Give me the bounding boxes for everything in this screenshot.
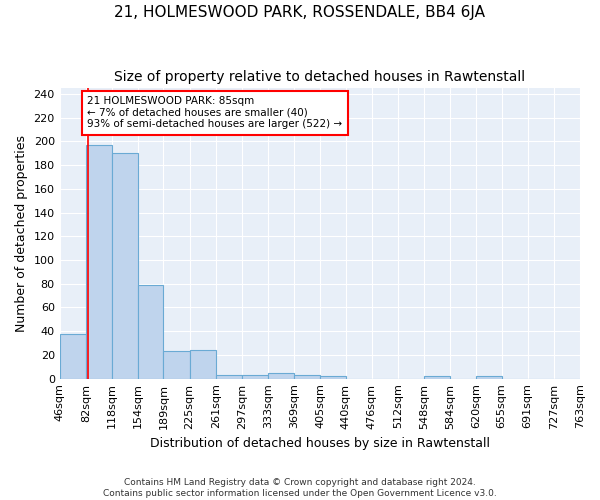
Title: Size of property relative to detached houses in Rawtenstall: Size of property relative to detached ho…	[114, 70, 526, 84]
Text: Contains HM Land Registry data © Crown copyright and database right 2024.
Contai: Contains HM Land Registry data © Crown c…	[103, 478, 497, 498]
Bar	[242, 375, 268, 378]
Y-axis label: Number of detached properties: Number of detached properties	[15, 135, 28, 332]
X-axis label: Distribution of detached houses by size in Rawtenstall: Distribution of detached houses by size …	[150, 437, 490, 450]
Bar	[138, 285, 163, 378]
Text: 21, HOLMESWOOD PARK, ROSSENDALE, BB4 6JA: 21, HOLMESWOOD PARK, ROSSENDALE, BB4 6JA	[115, 5, 485, 20]
Bar	[268, 372, 294, 378]
Bar	[215, 375, 242, 378]
Bar	[424, 376, 450, 378]
Bar	[59, 334, 86, 378]
Bar	[320, 376, 346, 378]
Bar	[86, 145, 112, 378]
Bar	[163, 352, 190, 378]
Bar	[112, 153, 138, 378]
Bar	[294, 375, 320, 378]
Text: 21 HOLMESWOOD PARK: 85sqm
← 7% of detached houses are smaller (40)
93% of semi-d: 21 HOLMESWOOD PARK: 85sqm ← 7% of detach…	[87, 96, 343, 130]
Bar	[476, 376, 502, 378]
Bar	[190, 350, 215, 378]
